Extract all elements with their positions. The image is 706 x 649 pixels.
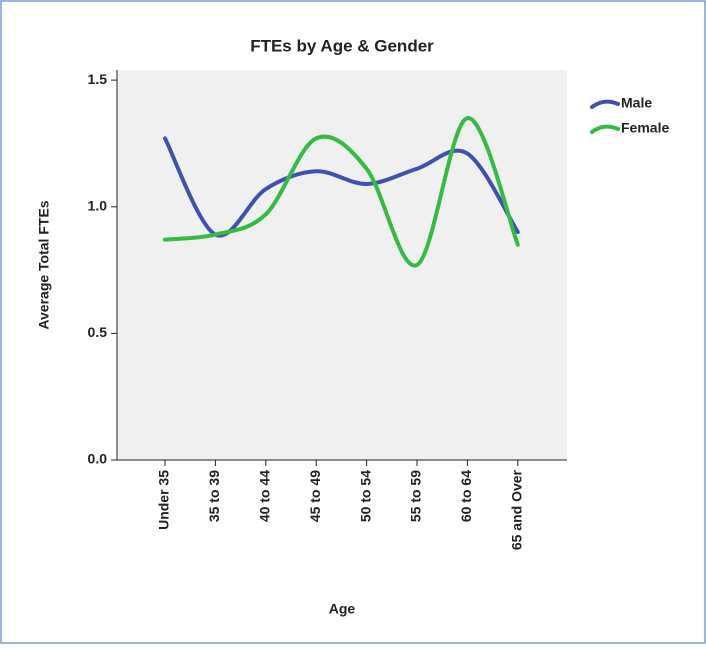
legend-swatch bbox=[590, 99, 620, 109]
y-tick-label: 1.5 bbox=[88, 71, 108, 87]
x-tick-label: 55 to 59 bbox=[408, 470, 424, 522]
y-axis-title: Average Total FTEs bbox=[36, 200, 52, 329]
x-tick-label: Under 35 bbox=[156, 470, 172, 530]
x-tick-label: 60 to 64 bbox=[458, 470, 474, 522]
plot-area bbox=[117, 70, 567, 460]
x-tick-label: 45 to 49 bbox=[307, 470, 323, 522]
x-tick-label: 40 to 44 bbox=[257, 470, 273, 522]
chart-title: FTEs by Age & Gender bbox=[250, 36, 434, 55]
legend-swatch bbox=[590, 124, 620, 134]
x-tick-label: 50 to 54 bbox=[357, 470, 373, 522]
x-tick-label: 65 and Over bbox=[509, 469, 525, 550]
x-axis-title: Age bbox=[329, 601, 356, 617]
legend-label: Male bbox=[621, 95, 652, 111]
y-tick-label: 0.0 bbox=[88, 451, 108, 467]
y-tick-label: 1.0 bbox=[88, 197, 108, 213]
y-tick-label: 0.5 bbox=[88, 324, 108, 340]
legend-label: Female bbox=[621, 120, 669, 136]
line-series bbox=[163, 116, 520, 268]
x-tick-label: 35 to 39 bbox=[206, 470, 222, 522]
